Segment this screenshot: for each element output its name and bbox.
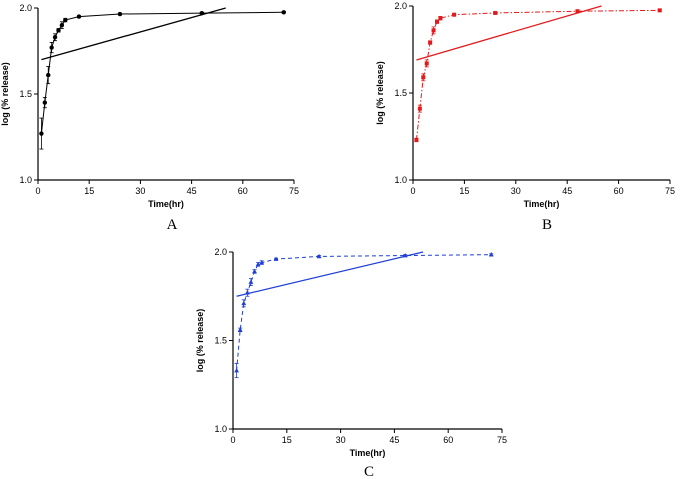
- panel-a-x-tick-label: 60: [238, 186, 248, 196]
- panel-b-data-point: [428, 40, 433, 45]
- panel-b-x-tick-label: 45: [562, 186, 572, 196]
- panel-a-linear-fit-line: [41, 7, 226, 61]
- panel-c-chart: 0 15 30 45 60 75 1.0 1.5 2.0 Time(hr) log (% relea…: [195, 247, 507, 479]
- panel-a-x-axis-title: Time(hr): [148, 199, 184, 209]
- panel-c-y-tick-label: 2.0: [214, 247, 227, 257]
- panel-a-y-axis-title: log (% release): [0, 62, 10, 126]
- panel-b-label: B: [542, 217, 552, 233]
- panel-c-data-point: [255, 261, 261, 267]
- panel-b-data-point: [434, 19, 439, 24]
- panel-a-data-point: [63, 17, 68, 23]
- panel-b-x-tick-label: 15: [459, 186, 469, 196]
- panel-b-data-point: [452, 12, 457, 17]
- panel-a-data-point: [42, 100, 48, 105]
- panel-a-data-point: [39, 131, 44, 136]
- panel-a-data-point: [56, 28, 61, 33]
- panel-b-y-tick-label: 1.0: [394, 175, 407, 185]
- panel-c-y-tick-label: 1.5: [214, 336, 227, 346]
- panel-c-data-point: [237, 327, 243, 332]
- panel-c-linear-fit-line: [236, 251, 424, 297]
- panel-b-y-tick-label: 1.5: [394, 88, 407, 98]
- panel-b-x-tick-label: 30: [511, 186, 521, 196]
- panel-a-x-tick-label: 15: [84, 186, 94, 196]
- panel-a-data-point: [76, 14, 82, 19]
- panel-b-linear-fit-line: [416, 5, 602, 61]
- panel-a-data-point: [281, 10, 286, 15]
- panel-b-data-point: [417, 106, 422, 111]
- panel-a-x-tick-label: 45: [187, 186, 197, 196]
- panel-a-y-tick-label: 1.5: [19, 89, 32, 99]
- panel-a-chart: 0 15 30 45 60 75 1.0 1.5 2.0 Time(hr) log (% relea…: [0, 3, 299, 233]
- panel-b-data-point: [493, 10, 498, 15]
- panel-b-x-axis-title: Time(hr): [524, 199, 560, 209]
- panel-c-data-point: [259, 260, 265, 265]
- panel-c-x-axis-title: Time(hr): [350, 448, 386, 458]
- panel-c-x-tick-label: 15: [282, 435, 292, 445]
- panel-b-y-tick-label: 2.0: [394, 1, 407, 11]
- panel-a-y-tick-label: 2.0: [19, 3, 32, 13]
- panel-b-data-point: [414, 137, 419, 142]
- panel-a-data-point: [52, 35, 58, 40]
- panel-c-x-tick-label: 60: [443, 435, 453, 445]
- panel-a-x-tick-label: 0: [35, 186, 40, 196]
- panel-c-release-curve: [236, 254, 492, 371]
- panel-c-data-point: [488, 252, 494, 257]
- panel-b-data-point: [424, 61, 429, 66]
- panel-c-data-point: [234, 367, 239, 373]
- panel-c-data-point: [241, 300, 247, 306]
- panel-a-data-point: [46, 72, 51, 78]
- panel-b-x-tick-label: 60: [614, 186, 624, 196]
- panel-c-y-tick-label: 1.0: [214, 424, 227, 434]
- panel-b-release-curve: [415, 9, 660, 141]
- panel-b-data-point: [575, 9, 580, 14]
- panel-b-data-point: [657, 8, 662, 13]
- panel-c-label: C: [364, 464, 374, 479]
- panel-a-release-curve: [40, 11, 284, 134]
- panel-b-y-axis-title: log (% release): [375, 61, 385, 125]
- panel-a-data-point: [49, 45, 54, 50]
- panel-b-data-point: [438, 16, 443, 21]
- panel-a-data-point: [59, 23, 65, 28]
- panel-a-x-tick-label: 30: [135, 186, 145, 196]
- panel-a-y-tick-label: 1.0: [19, 175, 32, 185]
- panel-a-label: A: [167, 217, 178, 233]
- panel-b-x-tick-label: 75: [665, 186, 675, 196]
- panel-c-data-point: [316, 253, 322, 259]
- panel-c-x-tick-label: 45: [389, 435, 399, 445]
- panel-c-data-point: [248, 279, 254, 284]
- panel-c-y-axis-title: log (% release): [195, 309, 205, 373]
- panel-a-x-tick-label: 75: [289, 186, 299, 196]
- panel-b-data-point: [421, 75, 426, 80]
- panel-b-chart: 0 15 30 45 60 75 1.0 1.5 2.0 Time(hr) log (% relea…: [375, 1, 675, 233]
- panel-c-data-point: [273, 256, 279, 261]
- panel-c-data-point: [252, 268, 257, 274]
- panel-c-x-tick-label: 75: [497, 435, 507, 445]
- panel-c-x-tick-label: 0: [230, 435, 235, 445]
- panel-b-data-point: [431, 28, 436, 33]
- panel-a-data-point: [117, 11, 123, 17]
- panel-c-x-tick-label: 30: [336, 435, 346, 445]
- panel-b-x-tick-label: 0: [410, 186, 415, 196]
